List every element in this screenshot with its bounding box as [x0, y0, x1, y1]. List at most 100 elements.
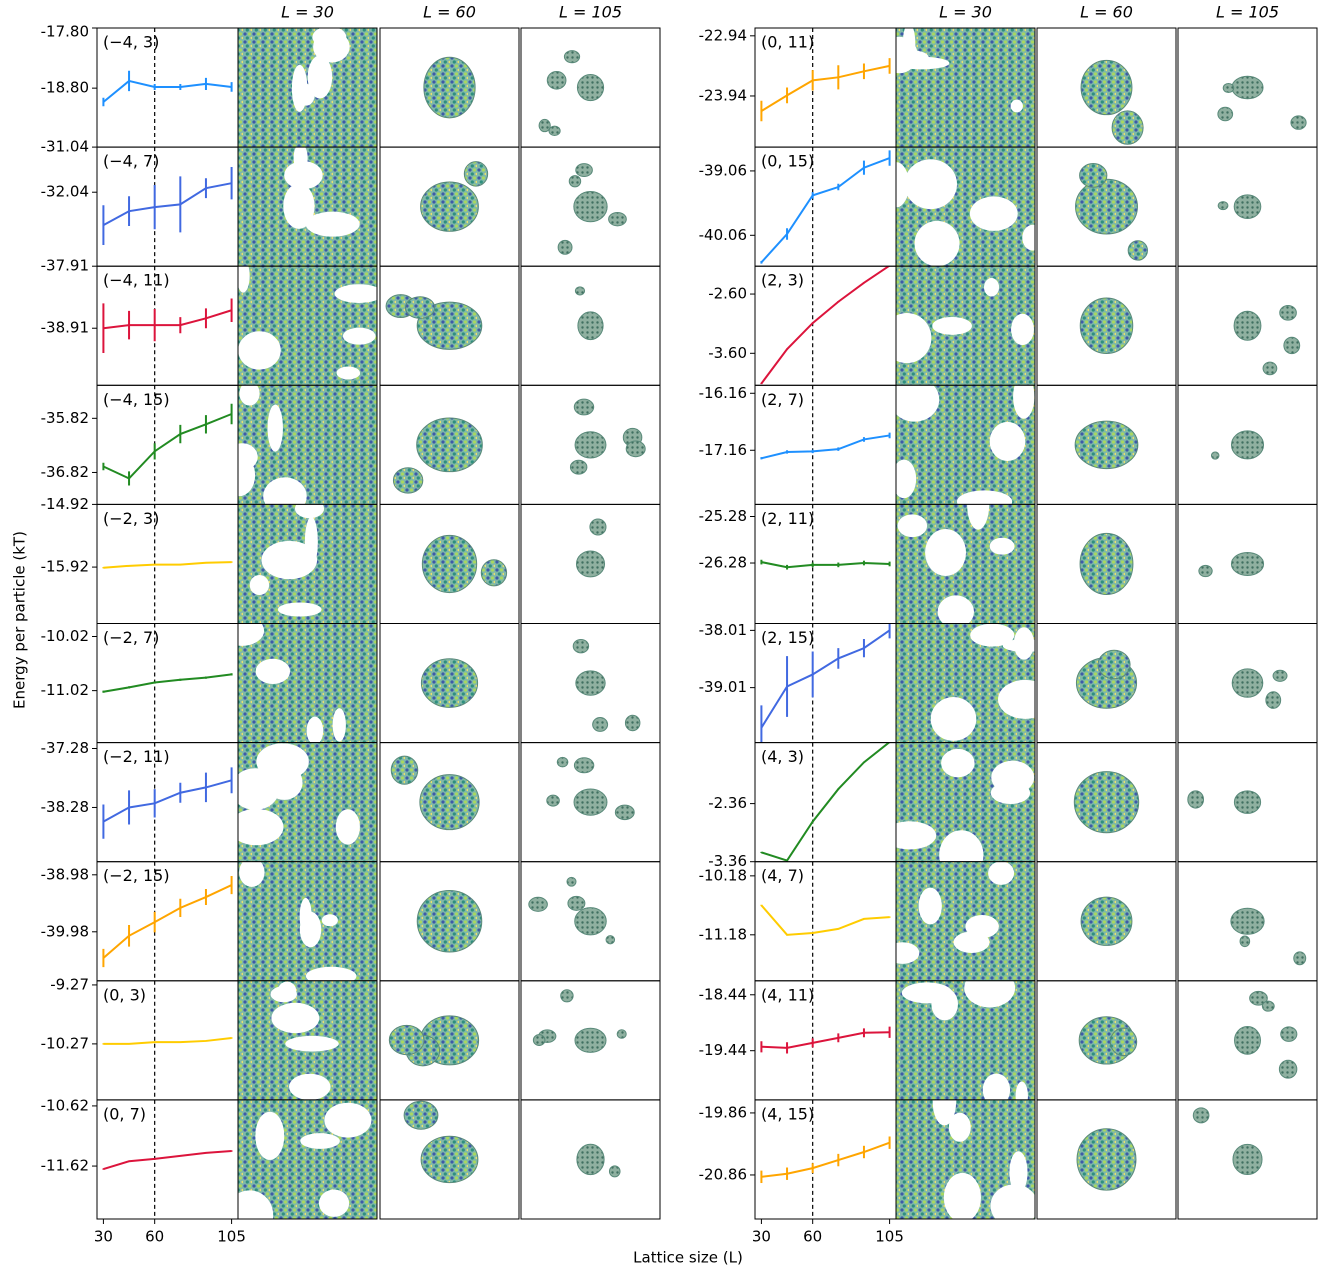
cluster — [1217, 106, 1234, 122]
data-line — [102, 182, 232, 227]
panel-label: (4, 7) — [761, 866, 804, 885]
cluster — [574, 907, 607, 936]
cluster — [1234, 1026, 1261, 1055]
snapshot — [1177, 265, 1318, 386]
snapshot-content — [1217, 75, 1307, 130]
snapshot — [1036, 861, 1177, 982]
cluster — [1075, 178, 1138, 235]
plot-area — [760, 504, 891, 624]
panel-frame — [1036, 1099, 1177, 1220]
snapshot-content — [1230, 907, 1307, 966]
snapshot — [379, 1099, 520, 1220]
plot-area — [760, 1099, 891, 1219]
data-line — [760, 904, 890, 936]
snapshot-content — [1080, 59, 1144, 145]
cluster — [575, 550, 606, 578]
panel-label: (−2, 7) — [103, 628, 159, 647]
y-tick-label: -26.28 — [699, 554, 747, 572]
snapshot — [1036, 27, 1177, 148]
panel-label: (−2, 15) — [103, 866, 170, 885]
cluster — [566, 876, 577, 887]
snapshot — [379, 623, 520, 744]
cluster — [573, 398, 595, 416]
plot-area — [760, 266, 891, 386]
snapshot — [237, 742, 378, 863]
panel-label: (2, 11) — [761, 509, 814, 528]
y-tick-label: -11.62 — [41, 1157, 89, 1175]
cluster — [1097, 649, 1131, 680]
cluster — [1192, 1107, 1210, 1124]
cluster — [1232, 1143, 1263, 1176]
y-tick-label: -11.18 — [699, 925, 747, 943]
snapshot-content — [1073, 771, 1140, 834]
snapshot — [895, 503, 1036, 624]
y-tick-label: -10.62 — [41, 1096, 89, 1114]
cluster — [1109, 1027, 1138, 1057]
snapshot — [895, 384, 1036, 505]
panel-label: (0, 15) — [761, 152, 814, 171]
snapshot-content — [1075, 163, 1148, 261]
cluster — [1233, 310, 1262, 341]
snapshot-content — [572, 638, 641, 732]
void — [918, 887, 942, 925]
column-header: L = 30 — [281, 3, 334, 22]
plot-area — [760, 385, 891, 505]
snapshot — [520, 742, 661, 863]
void — [896, 162, 910, 208]
void — [937, 595, 974, 624]
panel-label: (4, 15) — [761, 1104, 814, 1123]
void — [238, 623, 265, 646]
void — [255, 1111, 285, 1160]
void — [324, 1102, 372, 1138]
snapshot — [520, 146, 661, 267]
panel-label: (4, 3) — [761, 747, 804, 766]
cluster — [390, 755, 419, 785]
panel-frame — [379, 1099, 520, 1220]
snapshot — [379, 265, 520, 386]
void — [342, 327, 376, 345]
cluster — [560, 989, 574, 1003]
cluster — [575, 163, 593, 178]
snapshot-content — [569, 398, 646, 475]
y-tick-label: -11.02 — [41, 681, 89, 699]
void — [285, 1035, 339, 1052]
snapshot — [1177, 146, 1318, 267]
cluster — [1278, 1059, 1298, 1079]
cluster — [532, 1034, 546, 1046]
cluster — [480, 559, 508, 587]
void — [914, 220, 960, 267]
void — [1010, 99, 1023, 113]
data-line — [103, 1150, 232, 1171]
y-tick-label: -2.60 — [708, 285, 747, 303]
snapshot — [379, 980, 520, 1101]
snapshot-content — [385, 294, 483, 350]
void — [294, 504, 325, 519]
void — [270, 986, 297, 1003]
snapshot-content — [390, 755, 480, 831]
cluster — [575, 670, 606, 696]
cluster — [1230, 551, 1265, 576]
snapshot — [895, 623, 1036, 744]
cluster — [421, 534, 478, 594]
void — [904, 159, 957, 210]
y-axis-label: Energy per particle (kT) — [11, 531, 29, 709]
void — [990, 781, 1031, 804]
void — [931, 987, 958, 1021]
void — [321, 914, 338, 927]
snapshot — [1177, 503, 1318, 624]
cluster — [1217, 201, 1229, 211]
void — [289, 1073, 331, 1100]
cluster — [416, 417, 483, 473]
plot-area — [102, 28, 233, 148]
cluster — [574, 431, 607, 459]
y-tick-label: -37.28 — [41, 739, 89, 757]
cluster — [568, 175, 582, 188]
cluster — [538, 118, 551, 133]
column-header: L = 105 — [559, 3, 622, 22]
cluster — [573, 788, 608, 816]
void — [335, 809, 360, 845]
data-line — [761, 1141, 890, 1178]
snapshot — [1036, 623, 1177, 744]
y-tick-label: -39.06 — [699, 161, 747, 179]
void — [318, 1189, 350, 1217]
